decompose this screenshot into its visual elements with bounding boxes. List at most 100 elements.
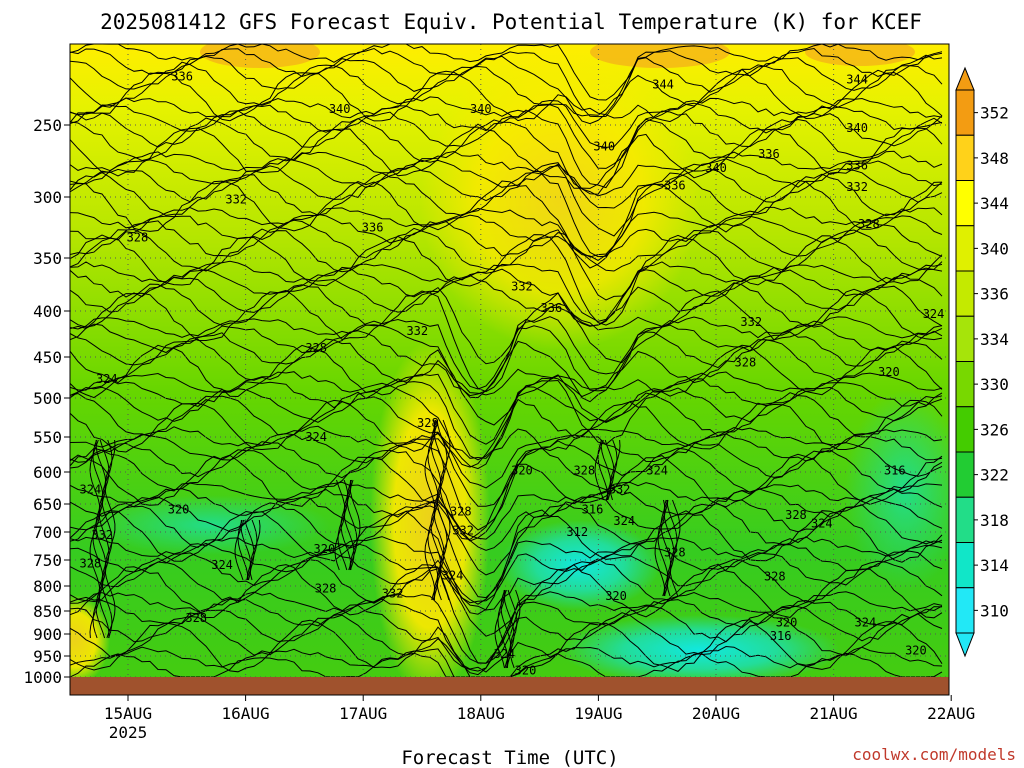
contour-label: 328 (80, 557, 102, 571)
contour-line (70, 109, 943, 189)
contour-label: 328 (417, 416, 439, 430)
x-tick-label: 21AUG (810, 704, 858, 723)
contour-line (70, 158, 943, 209)
contour-line (70, 150, 943, 197)
contour-label: 332 (91, 528, 113, 542)
contour-line (70, 399, 943, 459)
contour-label: 320 (314, 542, 336, 556)
contour-label: 332 (452, 523, 474, 537)
contour-line (70, 323, 943, 399)
contour-line (70, 563, 943, 664)
y-tick-label: 500 (33, 389, 62, 408)
colorbar-label: 334 (980, 330, 1009, 349)
contour-line (70, 47, 943, 118)
contour-line (70, 447, 943, 542)
terrain-band (70, 677, 949, 695)
x-tick-label: 22AUG (927, 704, 975, 723)
x-tick-label: 16AUG (222, 704, 270, 723)
contour-label: 328 (127, 230, 149, 244)
contour-label: 332 (382, 587, 404, 601)
contour-line (70, 645, 943, 677)
contour-line (70, 611, 943, 673)
colorbar-swatch (955, 451, 975, 498)
contour-line (70, 267, 943, 327)
contour-label: 332 (225, 192, 247, 206)
contour-line (70, 453, 943, 540)
colorbar-label: 344 (980, 194, 1009, 213)
contour-line (70, 330, 943, 403)
contour-line (70, 44, 943, 101)
contour-line (70, 102, 943, 169)
colorbar-extend-bottom (955, 632, 975, 658)
contour-line (660, 499, 672, 597)
contour-label: 328 (735, 356, 757, 370)
contour-label: 336 (758, 147, 780, 161)
contour-line (70, 385, 943, 470)
contour-label: 340 (593, 140, 615, 154)
contour-line (70, 274, 943, 327)
contour-label: 332 (609, 482, 631, 496)
contour-label: 344 (652, 78, 674, 92)
contour-line (349, 479, 361, 571)
y-tick-label: 900 (33, 625, 62, 644)
chart-title: 2025081412 GFS Forecast Equiv. Potential… (100, 10, 922, 34)
contour-label: 320 (168, 503, 190, 517)
x-tick-label: 15AUG (104, 704, 152, 723)
y-tick-label: 250 (33, 116, 62, 135)
contour-label: 328 (664, 546, 686, 560)
contour-label: 320 (878, 365, 900, 379)
colorbar-swatch (955, 587, 975, 634)
contour-line (503, 589, 515, 669)
contour-label: 336 (846, 158, 868, 172)
contour-label: 328 (858, 217, 880, 231)
contour-line (70, 117, 943, 195)
contour-line (70, 440, 943, 531)
contour-line (70, 179, 943, 269)
cold-region (560, 615, 840, 677)
cold-region (90, 495, 330, 555)
contour-label: 324 (923, 307, 945, 321)
contour-line (70, 206, 943, 258)
warm-region (805, 44, 915, 66)
y-tick-label: 700 (33, 523, 62, 542)
contour-line (70, 604, 943, 672)
y-tick-label: 300 (33, 188, 62, 207)
contour-label: 324 (80, 482, 102, 496)
contour-line (70, 542, 943, 604)
y-tick-label: 950 (33, 647, 62, 666)
contour-line (70, 54, 943, 125)
contour-line (70, 557, 943, 637)
colorbar-swatch (955, 406, 975, 453)
y-tick-label: 400 (33, 302, 62, 321)
warm-region (200, 44, 320, 68)
grid-lines (70, 44, 949, 677)
contour-line (70, 344, 943, 426)
colorbar-swatch (955, 180, 975, 227)
contour-label: 328 (785, 508, 807, 522)
contour-labels: 336 340 340 344 344 340 340 340 336 336 332 328 336 3… (80, 69, 945, 677)
colorbar-swatch (955, 542, 975, 589)
colorbar-label: 310 (980, 601, 1009, 620)
contour-label: 336 (362, 221, 384, 235)
contour-label: 324 (96, 372, 118, 386)
contour-label: 324 (646, 464, 668, 478)
contour-line (70, 338, 943, 398)
contour-line (70, 165, 943, 237)
contour-label: 316 (582, 503, 604, 517)
contour-line (669, 499, 681, 597)
contour-label: 328 (450, 504, 472, 518)
colorbar: 352 348 344 340 336 334 330 326 322 318 314 310 (955, 66, 1009, 658)
contour-line (436, 419, 448, 601)
contour-label: 332 (406, 324, 428, 338)
contour-line (70, 598, 943, 676)
warm-region (590, 44, 730, 68)
contour-line (70, 123, 943, 189)
colorbar-label: 314 (980, 556, 1009, 575)
cold-region (500, 520, 660, 610)
contour-label: 332 (740, 315, 762, 329)
contour-label: 320 (776, 616, 798, 630)
contour-line (70, 371, 943, 445)
y-tick-label: 650 (33, 495, 62, 514)
contour-line (70, 652, 943, 677)
